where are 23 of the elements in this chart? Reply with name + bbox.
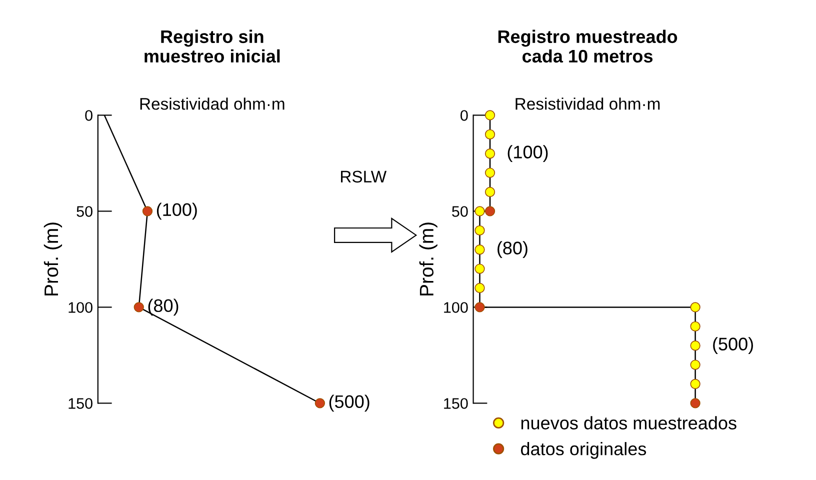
data-label: (100) bbox=[508, 145, 548, 162]
y-axis-title: Prof. (m) bbox=[44, 222, 62, 296]
y-tick-label: 150 bbox=[444, 398, 468, 409]
y-tick-label: 100 bbox=[444, 302, 468, 313]
legend-label: datos originales bbox=[520, 442, 646, 459]
x-axis-title: Resistividad ohm·m bbox=[140, 98, 284, 110]
data-label: (80) bbox=[498, 241, 528, 258]
chart-title: Registro muestreado cada 10 metros bbox=[498, 30, 678, 63]
legend-label: nuevos datos muestreados bbox=[521, 416, 736, 430]
data-label: (100) bbox=[156, 202, 197, 220]
data-label: (80) bbox=[148, 298, 178, 316]
data-label: (500) bbox=[713, 337, 753, 354]
data-label: (500) bbox=[329, 394, 370, 412]
y-tick-label: 0 bbox=[85, 110, 92, 121]
y-axis-title: Prof. (m) bbox=[419, 222, 438, 296]
y-tick-label: 50 bbox=[76, 206, 92, 217]
y-tick-label: 0 bbox=[460, 110, 468, 121]
chart-title: Registro sin muestreo inicial bbox=[144, 30, 280, 63]
y-tick-label: 50 bbox=[452, 206, 468, 217]
text: RSLW bbox=[341, 170, 387, 183]
x-axis-title: Resistividad ohm·m bbox=[516, 98, 660, 110]
y-tick-label: 150 bbox=[68, 398, 92, 409]
y-tick-label: 100 bbox=[68, 302, 92, 313]
